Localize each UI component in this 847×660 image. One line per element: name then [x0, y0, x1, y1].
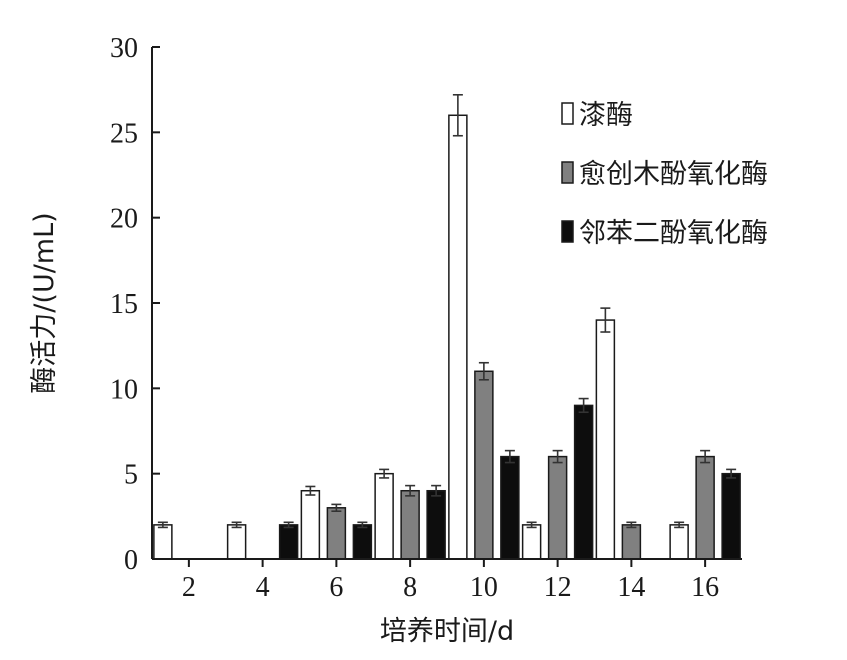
legend-label-3: 邻苯二酚氧化酶 — [579, 218, 768, 249]
legend-label-2: 愈创木酚氧化酶 — [579, 159, 768, 190]
y-tick-label: 5 — [124, 460, 138, 491]
y-tick-label: 0 — [124, 545, 138, 576]
bar-1-12 — [521, 524, 542, 560]
error-bar — [157, 521, 168, 529]
error-bar — [726, 468, 737, 479]
bar-2-12 — [547, 455, 568, 560]
error-bar — [305, 485, 316, 496]
bar-3-4 — [278, 524, 299, 560]
bar-2-8 — [400, 489, 420, 560]
bar-1-14 — [595, 319, 616, 560]
bar-2-6 — [326, 507, 347, 560]
error-bar — [700, 449, 711, 464]
bar-1-16 — [669, 524, 689, 560]
y-tick-label: 10 — [110, 374, 138, 405]
x-tick-label: 6 — [329, 572, 343, 603]
error-bar — [478, 361, 489, 381]
x-tick-label: 14 — [617, 572, 645, 603]
y-tick-label: 25 — [110, 118, 138, 149]
x-tick-label: 2 — [182, 572, 196, 603]
bar-3-10 — [500, 455, 520, 560]
error-bar — [504, 449, 515, 464]
error-bar — [600, 307, 611, 333]
y-axis-title: 酶活力/(U/mL) — [29, 212, 60, 393]
bar-2-14 — [621, 524, 642, 560]
error-bar — [405, 484, 416, 497]
bar-1-10 — [448, 114, 468, 560]
bar-1-4 — [226, 524, 247, 560]
bar-3-16 — [721, 472, 741, 560]
bar-2-16 — [695, 455, 715, 560]
error-bar — [674, 521, 685, 529]
y-tick-label: 20 — [110, 204, 138, 235]
x-axis-title: 培养时间/d — [380, 616, 514, 647]
x-axis-ticks: 2 4 6 8 10 12 14 16 — [182, 559, 719, 603]
x-tick-label: 16 — [691, 572, 719, 603]
x-tick-label: 8 — [403, 572, 417, 603]
bar-2-10 — [474, 370, 494, 560]
bar-1-6 — [300, 489, 321, 560]
error-bar — [526, 521, 537, 529]
bar-1-8 — [374, 472, 394, 560]
error-bar — [379, 468, 390, 479]
bar-3-12 — [573, 404, 594, 560]
error-bar — [431, 484, 442, 497]
legend-swatch-3 — [561, 220, 574, 243]
legend-swatch-1 — [561, 102, 574, 125]
legend-swatch-2 — [561, 161, 574, 184]
bar-3-8 — [426, 489, 446, 560]
error-bar — [283, 521, 294, 529]
error-bar — [231, 521, 242, 529]
error-bar — [357, 521, 368, 529]
error-bar — [331, 503, 342, 513]
y-tick-label: 30 — [110, 33, 138, 64]
y-axis-ticks: 0 5 10 15 20 25 30 — [110, 33, 160, 576]
error-bar — [578, 397, 589, 414]
x-tick-label: 4 — [256, 572, 270, 603]
error-bar — [452, 93, 463, 137]
y-tick-label: 15 — [110, 289, 138, 320]
bar-3-6 — [352, 524, 373, 560]
legend-label-1: 漆酶 — [579, 100, 633, 131]
error-bar — [626, 521, 637, 529]
x-tick-label: 10 — [470, 572, 498, 603]
error-bar — [552, 449, 563, 464]
x-tick-label: 12 — [544, 572, 572, 603]
bar-1-2 — [153, 524, 173, 560]
